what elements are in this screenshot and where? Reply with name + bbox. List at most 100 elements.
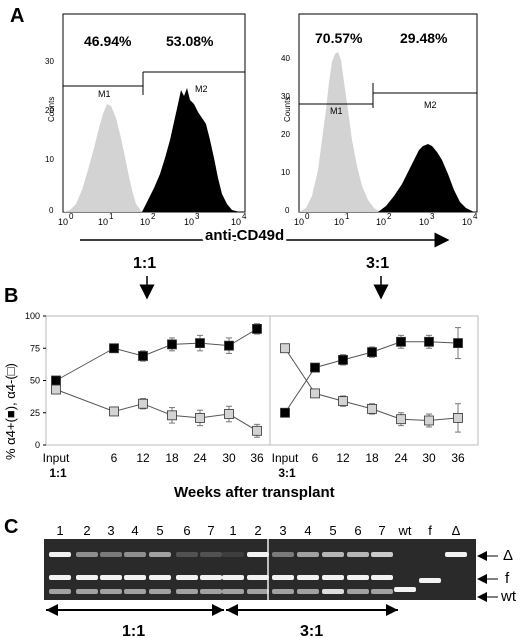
- gel-band: [297, 589, 319, 594]
- x-tick-exp: 2: [151, 212, 156, 221]
- x-tick-label: 18: [165, 451, 179, 465]
- data-point: [310, 362, 320, 373]
- gel-band: [76, 575, 98, 580]
- y-ticks: 0 10 20 30 40: [281, 54, 290, 215]
- black-histogram: [142, 88, 240, 212]
- black-histogram: [378, 144, 474, 212]
- lane-label: 1: [229, 523, 236, 538]
- data-point: [310, 388, 320, 399]
- data-point: [367, 347, 377, 358]
- x-tick-label: Input: [272, 451, 299, 465]
- gel-band: [200, 552, 222, 557]
- data-point: [195, 413, 205, 423]
- gel-band: [149, 575, 171, 580]
- histogram-2: Counts 0 10 20 30 40 M1 M2 70.57% 29.48%…: [281, 13, 478, 227]
- x-tick-label: 36: [250, 451, 264, 465]
- band-label-wt: wt: [500, 588, 517, 605]
- x-tick-exp: 2: [387, 212, 392, 221]
- x-tick-exp: 4: [242, 212, 247, 221]
- x-tick-base: 10: [184, 217, 194, 227]
- data-point: [396, 414, 406, 425]
- gel-band: [124, 552, 146, 557]
- ratio-label-2: 3:1: [366, 255, 389, 272]
- gel-band: [124, 575, 146, 580]
- panel-letter-b: B: [4, 285, 18, 307]
- gel-band: [200, 575, 222, 580]
- x-tick-base: 10: [376, 217, 386, 227]
- gel-band: [322, 552, 344, 557]
- gel-band: [149, 552, 171, 557]
- x-tick-label: 6: [111, 451, 118, 465]
- data-point: [167, 339, 177, 350]
- y-tick-label: 100: [25, 311, 40, 321]
- lane-label: 4: [304, 523, 311, 538]
- x-tick-label: Input: [43, 451, 70, 465]
- gel-band: [76, 589, 98, 594]
- x-tick-exp: 4: [473, 212, 478, 221]
- data-point: [453, 338, 463, 348]
- x-tick-label: 24: [394, 451, 408, 465]
- gray-histogram: [63, 104, 142, 212]
- data-point: [195, 338, 205, 348]
- gel-band: [247, 575, 269, 580]
- gel-band: [247, 589, 269, 594]
- data-point: [109, 406, 119, 417]
- chart-frame-right: [269, 315, 479, 446]
- percent-m2: 29.48%: [400, 30, 448, 46]
- data-point: [138, 398, 148, 409]
- data-point: [51, 384, 61, 395]
- x-tick-label: 24: [193, 451, 207, 465]
- y-ticks: 0 10 20 30: [45, 57, 54, 215]
- lane-label: wt: [398, 523, 412, 538]
- x-tick-label: 30: [422, 451, 436, 465]
- y-tick-label: 20: [45, 106, 54, 115]
- lane-label: 6: [183, 523, 190, 538]
- x-tick-base: 10: [419, 217, 429, 227]
- lane-label: 5: [156, 523, 163, 538]
- gel-band: [100, 575, 122, 580]
- lane-label: 7: [207, 523, 214, 538]
- lane-label: 2: [254, 523, 261, 538]
- gel: [44, 539, 476, 600]
- data-point: [252, 425, 262, 436]
- data-point: [367, 403, 377, 414]
- x-tick-label: 6: [312, 451, 319, 465]
- data-point: [51, 375, 61, 386]
- y-axis-title: % α4+(■), α4-(□): [3, 363, 18, 460]
- data-point: [280, 343, 290, 354]
- y-tick-label: 50: [30, 376, 40, 386]
- y-tick-label: 20: [281, 130, 290, 139]
- x-tick-label: 12: [136, 451, 150, 465]
- gel-band: [322, 589, 344, 594]
- gel-band: [371, 575, 393, 580]
- y-tick-label: 0: [35, 440, 40, 450]
- lane-label: f: [428, 523, 432, 538]
- data-point: [138, 351, 148, 361]
- lane-label: 3: [279, 523, 286, 538]
- x-tick-base: 10: [58, 217, 68, 227]
- gel-band: [49, 575, 71, 580]
- lane-label: 2: [83, 523, 90, 538]
- gel-band: [297, 552, 319, 557]
- y-tick-label: 0: [285, 206, 290, 215]
- data-point: [252, 323, 262, 334]
- gel-band: [371, 552, 393, 557]
- arrowhead-left: [226, 604, 238, 616]
- y-axis-label: Counts: [283, 97, 292, 122]
- data-point: [224, 409, 234, 419]
- x-sub-label: 1:1: [49, 466, 67, 480]
- ratio-label-1: 1:1: [133, 255, 156, 272]
- percent-m1: 70.57%: [315, 30, 363, 46]
- lane-label: 4: [131, 523, 138, 538]
- gray-histogram: [299, 52, 380, 212]
- gel-band: [176, 575, 198, 580]
- lane-label: 5: [329, 523, 336, 538]
- band-label-f: f: [505, 570, 510, 587]
- data-point: [338, 354, 348, 365]
- y-tick-label: 0: [49, 206, 54, 215]
- y-tick-label: 30: [45, 57, 54, 66]
- gel-band: [272, 589, 294, 594]
- data-point: [338, 396, 348, 407]
- gel-band: [419, 578, 441, 583]
